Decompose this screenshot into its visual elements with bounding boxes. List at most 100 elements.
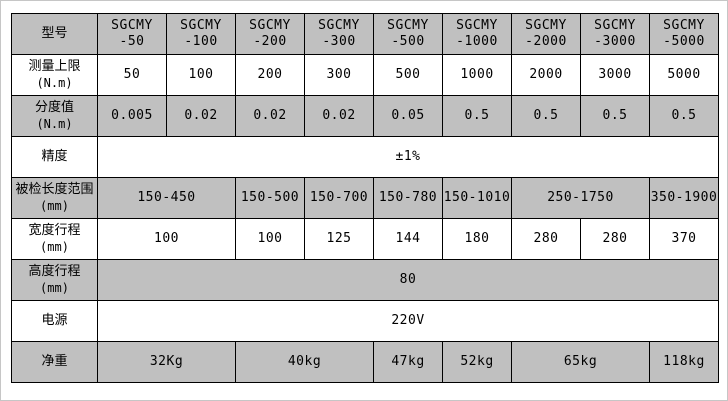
table-cell-line: SGCMY [525, 17, 567, 33]
table-cell: 220V [97, 300, 719, 342]
table-cell-line: SGCMY [456, 17, 498, 33]
table-row: 分度值 (N.m) 0.005 0.02 0.02 0.02 0.05 0.5 0.5 0.5 0.… [11, 95, 719, 137]
row-label-line: 分度值 [34, 100, 74, 116]
table-cell-line: 40kg [287, 353, 322, 369]
table-cell-line: 0.5 [533, 107, 559, 123]
row-label-line: 精度 [41, 148, 68, 164]
table-cell: 2000 [511, 54, 581, 96]
table-cell: ±1% [97, 136, 719, 178]
table-cell: SGCMY -100 [166, 13, 236, 55]
table-cell-line: SGCMY [594, 17, 636, 33]
table-cell: 150-450 [97, 177, 236, 219]
table-cell: 40kg [235, 341, 374, 383]
row-label-line: (N.m) [36, 116, 73, 131]
table-cell: 50 [97, 54, 167, 96]
table-cell-line: SGCMY [111, 17, 153, 33]
table-cell-line: 65kg [563, 353, 598, 369]
table-cell: 280 [580, 218, 650, 260]
row-label-line: (mm) [40, 280, 69, 295]
table-cell-line: 0.02 [184, 107, 218, 123]
table-cell-line: SGCMY [249, 17, 291, 33]
table-cell-line: 144 [395, 230, 421, 246]
table-row: 电源 220V [11, 300, 719, 342]
table-cell-line: 0.5 [602, 107, 628, 123]
table-row: 宽度行程 (mm) 100 100 125 144 180 280 280 370 [11, 218, 719, 260]
table-cell: 150-780 [373, 177, 443, 219]
table-cell-line: 180 [464, 230, 490, 246]
table-cell: 500 [373, 54, 443, 96]
table-cell-line: ±1% [395, 148, 421, 164]
table-cell: 300 [304, 54, 374, 96]
table-cell: SGCMY -300 [304, 13, 374, 55]
table-cell-line: -2000 [525, 34, 567, 49]
row-label: 电源 [11, 300, 98, 342]
table-cell: 5000 [649, 54, 719, 96]
table-cell-line: 2000 [529, 66, 563, 82]
table-cell-line: 125 [326, 230, 352, 246]
table-cell: 370 [649, 218, 719, 260]
table-cell: 52kg [442, 341, 512, 383]
table-cell-line: 220V [391, 312, 425, 328]
table-cell-line: -1000 [456, 34, 498, 49]
table-cell-line: 47kg [391, 353, 425, 369]
table-cell: 100 [235, 218, 305, 260]
table-row: 型号 SGCMY -50 SGCMY -100 SGCMY -200 SGCMY -300 SGC… [11, 13, 719, 55]
table-cell: 144 [373, 218, 443, 260]
row-label-line: 被检长度范围 [15, 182, 94, 198]
table-cell-line: 50 [123, 66, 141, 82]
table-row: 测量上限 (N.m) 50 100 200 300 500 1000 2000 3000 5000 [11, 54, 719, 96]
table-cell-line: 0.02 [322, 107, 356, 123]
row-label: 测量上限 (N.m) [11, 54, 98, 96]
table-cell-line: -200 [253, 34, 287, 49]
table-cell: SGCMY -200 [235, 13, 305, 55]
table-cell-line: 0.005 [111, 107, 153, 123]
table-cell: 0.005 [97, 95, 167, 137]
table-cell: 150-500 [235, 177, 305, 219]
table-cell: 32Kg [97, 341, 236, 383]
table-cell: SGCMY -5000 [649, 13, 719, 55]
table-cell-line: 80 [399, 271, 417, 287]
table-cell-line: -500 [391, 34, 425, 49]
table-cell: 80 [97, 259, 719, 301]
table-cell-line: 370 [671, 230, 697, 246]
row-label-line: 宽度行程 [28, 223, 81, 239]
table-cell-line: 1000 [460, 66, 494, 82]
table-cell-line: 150-450 [137, 189, 196, 205]
row-label-line: 电源 [41, 312, 68, 328]
table-cell-line: 100 [257, 230, 283, 246]
table-cell-line: 3000 [598, 66, 632, 82]
row-label: 高度行程 (mm) [11, 259, 98, 301]
table-cell-line: 250-1750 [547, 189, 614, 205]
table-cell: 0.02 [166, 95, 236, 137]
table-cell-line: SGCMY [180, 17, 222, 33]
row-label: 分度值 (N.m) [11, 95, 98, 137]
table-cell: 0.5 [511, 95, 581, 137]
table-row: 精度 ±1% [11, 136, 719, 178]
row-label-line: 型号 [41, 25, 68, 41]
table-cell-line: 52kg [460, 353, 494, 369]
row-label-line: 高度行程 [28, 264, 81, 280]
table-cell: 280 [511, 218, 581, 260]
table-cell-line: 118kg [663, 353, 705, 369]
table-cell-line: -5000 [663, 34, 705, 49]
table-cell-line: 5000 [667, 66, 701, 82]
table-cell: SGCMY -3000 [580, 13, 650, 55]
spec-table-body: 型号 SGCMY -50 SGCMY -100 SGCMY -200 SGCMY -300 SGC… [11, 13, 719, 383]
table-row: 净重 32Kg 40kg 47kg 52kg 65kg 118kg [11, 341, 719, 383]
row-label: 型号 [11, 13, 98, 55]
table-cell: 150-1010 [442, 177, 512, 219]
table-cell-line: SGCMY [663, 17, 705, 33]
table-cell-line: 200 [257, 66, 283, 82]
table-cell: 1000 [442, 54, 512, 96]
row-label-line: 测量上限 [28, 59, 81, 75]
row-label-line: (mm) [40, 198, 69, 213]
table-cell: 100 [97, 218, 236, 260]
row-label-line: 净重 [41, 353, 68, 369]
table-cell: 65kg [511, 341, 650, 383]
table-cell-line: -50 [119, 34, 145, 49]
table-cell: 250-1750 [511, 177, 650, 219]
table-cell: 0.5 [649, 95, 719, 137]
table-cell: SGCMY -1000 [442, 13, 512, 55]
table-cell-line: 280 [602, 230, 628, 246]
